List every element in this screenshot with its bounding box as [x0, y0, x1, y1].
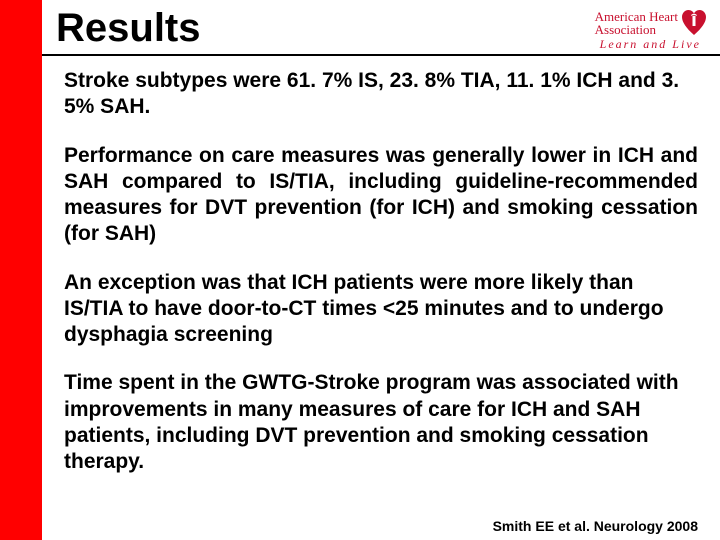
paragraph-3: An exception was that ICH patients were … — [64, 270, 698, 349]
slide-title: Results — [56, 6, 201, 54]
content-panel: Results American Heart Association — [42, 0, 720, 540]
logo-tagline: Learn and Live — [600, 38, 701, 50]
body-text: Stroke subtypes were 61. 7% IS, 23. 8% T… — [42, 56, 720, 475]
logo-line2: Association — [595, 23, 656, 36]
aha-logo: American Heart Association Learn and Liv… — [595, 10, 706, 50]
accent-bar — [0, 0, 42, 540]
heart-torch-icon — [682, 10, 706, 36]
paragraph-1: Stroke subtypes were 61. 7% IS, 23. 8% T… — [64, 68, 698, 121]
title-row: Results American Heart Association — [42, 0, 720, 56]
paragraph-2: Performance on care measures was general… — [64, 143, 698, 248]
paragraph-4: Time spent in the GWTG-Stroke program wa… — [64, 370, 698, 475]
logo-top: American Heart Association — [595, 10, 706, 36]
slide: Results American Heart Association — [0, 0, 720, 540]
logo-words: American Heart Association — [595, 10, 678, 36]
citation: Smith EE et al. Neurology 2008 — [493, 518, 698, 534]
